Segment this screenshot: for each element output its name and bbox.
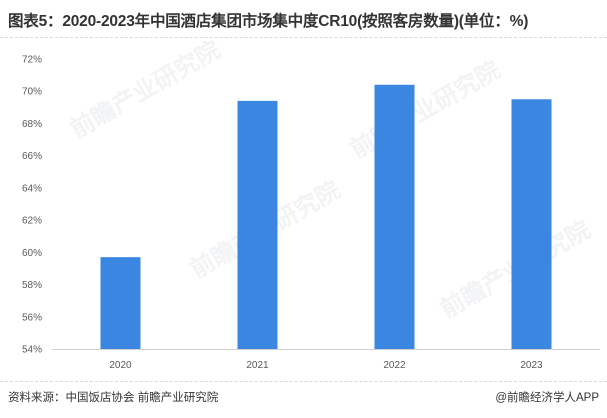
footer-divider [0, 381, 607, 382]
bar-2020 [100, 257, 141, 349]
x-tick-label: 2023 [520, 360, 543, 371]
bar-chart: 54%56%58%60%62%64%66%68%70%72% 2020 2021 2… [22, 55, 600, 371]
y-tick-label: 54% [22, 345, 42, 356]
bar-2021 [237, 100, 278, 349]
x-tick-label: 2020 [109, 360, 132, 371]
y-tick-label: 62% [22, 216, 42, 227]
y-tick-label: 58% [22, 280, 42, 291]
y-tick-label: 72% [22, 55, 42, 66]
y-axis: 54% 56% 58% 60% 62% 64% 66% 68% 70% 72% [22, 55, 42, 356]
x-tick-label: 2021 [246, 360, 269, 371]
y-tick-label: 56% [22, 312, 42, 323]
y-tick-label: 64% [22, 183, 42, 194]
y-tick-label: 68% [22, 119, 42, 130]
source-note: 资料来源：中国饭店协会 前瞻产业研究院 [8, 392, 219, 404]
chart-title: 图表5：2020-2023年中国酒店集团市场集中度CR10(按照客房数量)(单位… [8, 13, 529, 30]
x-axis: 2020 2021 2022 2023 [52, 349, 600, 371]
bars [100, 84, 552, 350]
title-divider [0, 37, 607, 38]
y-tick-label: 60% [22, 248, 42, 259]
y-tick-label: 70% [22, 87, 42, 98]
x-tick-label: 2022 [383, 360, 406, 371]
bar-2023 [511, 99, 552, 350]
y-tick-label: 66% [22, 151, 42, 162]
brand-credit: @前瞻经济学人APP [495, 392, 599, 404]
bar-2022 [374, 84, 415, 350]
